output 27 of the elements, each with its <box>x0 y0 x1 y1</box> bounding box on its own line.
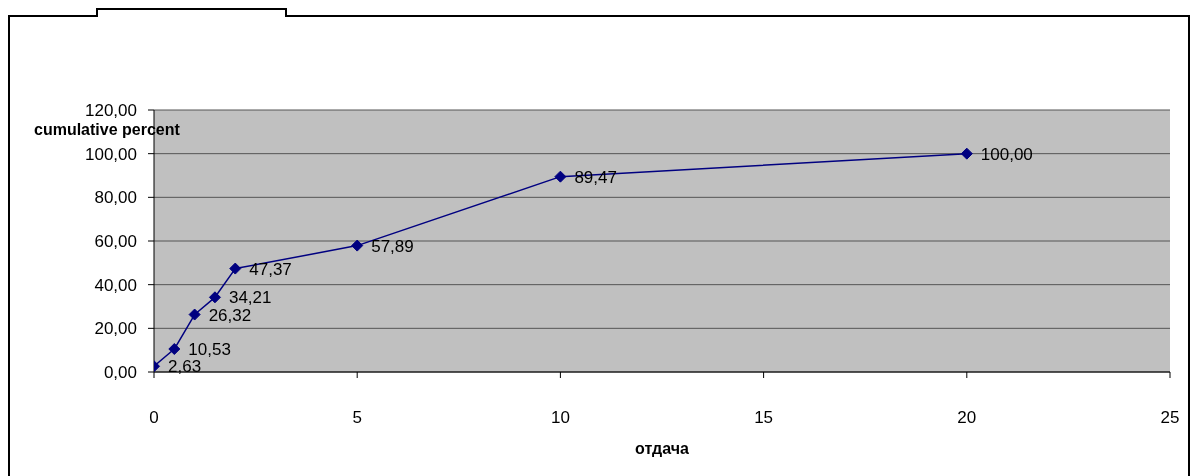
y-tick-label: 120,00 <box>85 101 137 121</box>
y-tick-label: 100,00 <box>85 144 137 164</box>
data-label: 34,21 <box>228 288 272 308</box>
point <box>168 343 181 356</box>
point <box>960 147 973 160</box>
x-tick-label: 0 <box>149 408 159 428</box>
data-label: 47,37 <box>249 259 292 279</box>
point <box>208 291 221 304</box>
x-tick-label: 5 <box>352 408 362 428</box>
point <box>229 262 242 275</box>
y-tick-label: 20,00 <box>94 319 137 339</box>
x-axis-title: отдача <box>635 440 690 457</box>
y-tick-label: 80,00 <box>94 188 137 208</box>
y-tick-label: 0,00 <box>103 363 137 383</box>
data-label: 100,00 <box>980 144 1033 164</box>
data-label: 26,32 <box>208 305 252 325</box>
data-label: 10,53 <box>188 340 231 360</box>
x-tick-label: 25 <box>1160 408 1180 428</box>
y-tick-label: 60,00 <box>94 232 137 252</box>
point <box>188 308 201 321</box>
point <box>554 170 567 183</box>
x-tick-label: 20 <box>957 408 977 428</box>
data-label: 57,89 <box>371 236 414 256</box>
point <box>351 239 364 252</box>
y-tick-label: 40,00 <box>94 275 137 295</box>
x-tick-label: 10 <box>550 408 570 428</box>
x-tick-label: 15 <box>754 408 774 428</box>
